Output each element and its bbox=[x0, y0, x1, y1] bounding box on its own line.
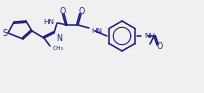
Text: NH: NH bbox=[144, 33, 155, 39]
Text: HN: HN bbox=[91, 28, 102, 34]
Text: HN: HN bbox=[43, 19, 54, 25]
Text: CH₃: CH₃ bbox=[53, 45, 64, 50]
Text: O: O bbox=[60, 7, 66, 16]
Text: O: O bbox=[79, 7, 85, 16]
Text: O: O bbox=[157, 41, 163, 50]
Text: S: S bbox=[2, 28, 7, 37]
Text: N: N bbox=[56, 34, 62, 43]
